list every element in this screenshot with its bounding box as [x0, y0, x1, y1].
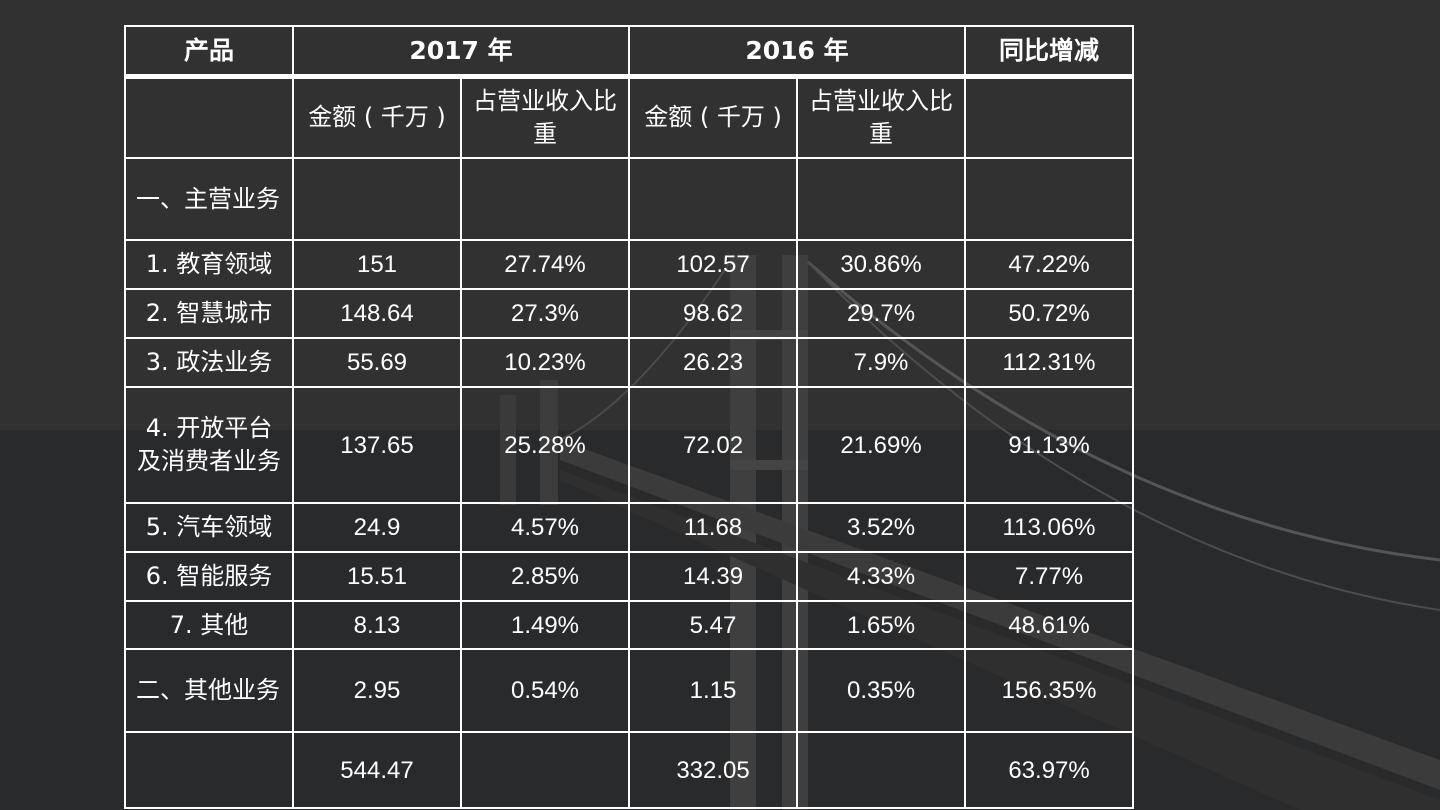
row-share-2017: 27.3%	[459, 288, 631, 339]
row-share-2016: 3.52%	[796, 502, 967, 553]
table-row: 一、主营业务	[124, 157, 1135, 241]
row-share-2017: 27.74%	[459, 239, 631, 290]
row-amount-2017: 8.13	[292, 600, 462, 650]
row-share-2016: 0.35%	[796, 648, 967, 733]
header-2017: 2017 年	[291, 25, 631, 79]
row-share-2017	[459, 157, 631, 241]
revenue-table: 产品 2017 年 2016 年 同比增减 金额 ( 千万 ) 占营业收入比重 …	[124, 25, 1135, 809]
row-amount-2017: 15.51	[292, 551, 462, 602]
row-amount-2017: 55.69	[292, 337, 462, 388]
row-amount-2016: 14.39	[628, 551, 799, 602]
total-amount-2017: 544.47	[292, 731, 462, 809]
row-amount-2016: 102.57	[628, 239, 799, 290]
row-yoy: 113.06%	[964, 502, 1135, 553]
row-amount-2016: 5.47	[628, 600, 799, 650]
row-share-2016: 1.65%	[796, 600, 967, 650]
row-amount-2017: 24.9	[292, 502, 462, 553]
row-share-2016	[796, 157, 967, 241]
row-yoy: 112.31%	[964, 337, 1135, 388]
header-2016: 2016 年	[628, 25, 967, 79]
row-product: 6. 智能服务	[124, 551, 294, 602]
total-share-2017	[459, 731, 631, 809]
row-amount-2017: 137.65	[292, 386, 462, 504]
row-yoy	[964, 157, 1135, 241]
subheader-share-2017: 占营业收入比重	[459, 75, 631, 159]
table-row: 5. 汽车领域 24.9 4.57% 11.68 3.52% 113.06%	[124, 502, 1135, 553]
row-amount-2016	[628, 157, 799, 241]
total-yoy: 63.97%	[964, 731, 1135, 809]
row-share-2017: 2.85%	[459, 551, 631, 602]
row-amount-2016: 11.68	[628, 502, 799, 553]
row-share-2016: 29.7%	[796, 288, 967, 339]
row-amount-2017: 151	[292, 239, 462, 290]
row-share-2016: 30.86%	[796, 239, 967, 290]
total-amount-2016: 332.05	[628, 731, 799, 809]
row-product: 一、主营业务	[124, 157, 294, 241]
row-amount-2016: 98.62	[628, 288, 799, 339]
subheader-share-2016: 占营业收入比重	[796, 75, 967, 159]
subheader-cell	[124, 75, 294, 159]
subheader-amount-2016: 金额 ( 千万 )	[628, 75, 799, 159]
table-header-row: 产品 2017 年 2016 年 同比增减	[124, 25, 1135, 79]
row-product: 4. 开放平台及消费者业务	[124, 386, 294, 504]
total-label	[124, 731, 294, 809]
table-row: 2. 智慧城市 148.64 27.3% 98.62 29.7% 50.72%	[124, 288, 1135, 339]
row-product: 7. 其他	[124, 600, 294, 650]
table-row: 4. 开放平台及消费者业务 137.65 25.28% 72.02 21.69%…	[124, 386, 1135, 504]
row-yoy: 47.22%	[964, 239, 1135, 290]
row-yoy: 48.61%	[964, 600, 1135, 650]
row-share-2016: 21.69%	[796, 386, 967, 504]
row-share-2017: 0.54%	[459, 648, 631, 733]
row-product: 3. 政法业务	[124, 337, 294, 388]
row-share-2016: 4.33%	[796, 551, 967, 602]
total-share-2016	[796, 731, 967, 809]
header-product: 产品	[124, 25, 294, 79]
table-total-row: 544.47 332.05 63.97%	[124, 731, 1135, 809]
row-product: 二、其他业务	[124, 648, 294, 733]
subheader-amount-2017: 金额 ( 千万 )	[292, 75, 462, 159]
row-product: 1. 教育领域	[124, 239, 294, 290]
row-share-2017: 4.57%	[459, 502, 631, 553]
row-yoy: 50.72%	[964, 288, 1135, 339]
subheader-cell	[964, 75, 1135, 159]
table-row: 7. 其他 8.13 1.49% 5.47 1.65% 48.61%	[124, 600, 1135, 650]
row-amount-2016: 26.23	[628, 337, 799, 388]
row-share-2017: 10.23%	[459, 337, 631, 388]
row-yoy: 7.77%	[964, 551, 1135, 602]
table-row: 二、其他业务 2.95 0.54% 1.15 0.35% 156.35%	[124, 648, 1135, 733]
table-row: 1. 教育领域 151 27.74% 102.57 30.86% 47.22%	[124, 239, 1135, 290]
row-yoy: 156.35%	[964, 648, 1135, 733]
row-share-2017: 25.28%	[459, 386, 631, 504]
row-share-2016: 7.9%	[796, 337, 967, 388]
revenue-table-container: 产品 2017 年 2016 年 同比增减 金额 ( 千万 ) 占营业收入比重 …	[124, 25, 1135, 809]
header-yoy-change: 同比增减	[964, 25, 1135, 79]
row-product: 2. 智慧城市	[124, 288, 294, 339]
row-amount-2016: 1.15	[628, 648, 799, 733]
table-row: 6. 智能服务 15.51 2.85% 14.39 4.33% 7.77%	[124, 551, 1135, 602]
row-share-2017: 1.49%	[459, 600, 631, 650]
table-row: 3. 政法业务 55.69 10.23% 26.23 7.9% 112.31%	[124, 337, 1135, 388]
row-amount-2016: 72.02	[628, 386, 799, 504]
row-amount-2017: 2.95	[292, 648, 462, 733]
row-product: 5. 汽车领域	[124, 502, 294, 553]
row-yoy: 91.13%	[964, 386, 1135, 504]
row-amount-2017: 148.64	[292, 288, 462, 339]
table-subheader-row: 金额 ( 千万 ) 占营业收入比重 金额 ( 千万 ) 占营业收入比重	[124, 75, 1135, 159]
row-amount-2017	[292, 157, 462, 241]
